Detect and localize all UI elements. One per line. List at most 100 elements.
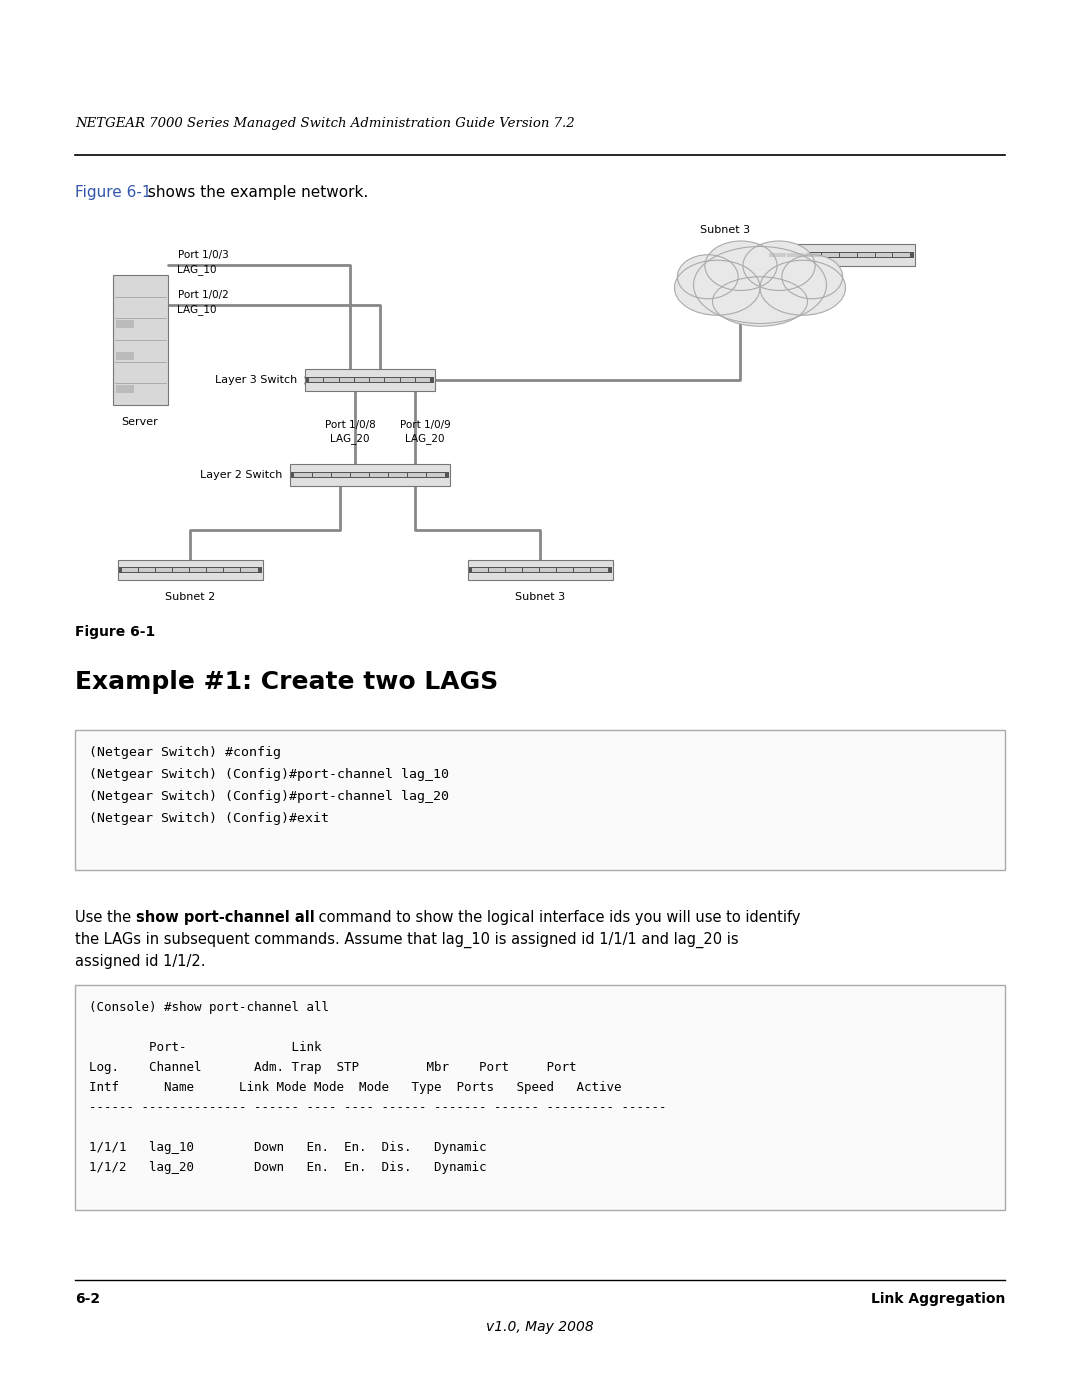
- Bar: [313, 474, 330, 478]
- Text: Figure 6-1: Figure 6-1: [75, 624, 156, 638]
- Text: NETGEAR 7000 Series Managed Switch Administration Guide Version 7.2: NETGEAR 7000 Series Managed Switch Admin…: [75, 117, 575, 130]
- Text: LAG_20: LAG_20: [405, 433, 445, 444]
- Bar: [472, 569, 488, 571]
- Bar: [401, 379, 415, 383]
- Text: Port 1/0/8: Port 1/0/8: [325, 420, 376, 430]
- Text: LAG_20: LAG_20: [330, 433, 369, 444]
- Text: command to show the logical interface ids you will use to identify: command to show the logical interface id…: [314, 909, 801, 925]
- Bar: [786, 253, 804, 257]
- Ellipse shape: [782, 254, 842, 299]
- Ellipse shape: [743, 242, 815, 291]
- Ellipse shape: [760, 260, 846, 316]
- Text: the LAGs in subsequent commands. Assume that lag_10 is assigned id 1/1/1 and lag: the LAGs in subsequent commands. Assume …: [75, 932, 739, 949]
- FancyBboxPatch shape: [118, 560, 262, 580]
- Ellipse shape: [705, 242, 778, 291]
- Bar: [370, 379, 384, 383]
- FancyBboxPatch shape: [468, 560, 612, 580]
- FancyBboxPatch shape: [766, 251, 914, 258]
- Bar: [207, 569, 224, 571]
- Bar: [75, 731, 1005, 870]
- Text: Subnet 3: Subnet 3: [515, 592, 565, 602]
- Bar: [505, 569, 522, 571]
- Bar: [805, 253, 821, 257]
- Text: Port-              Link: Port- Link: [89, 1041, 322, 1053]
- Text: (Console) #show port-channel all: (Console) #show port-channel all: [89, 1002, 329, 1014]
- Text: Subnet 2: Subnet 2: [165, 592, 215, 602]
- Bar: [523, 569, 539, 571]
- Text: 6-2: 6-2: [75, 1292, 100, 1306]
- FancyBboxPatch shape: [119, 567, 261, 573]
- Bar: [351, 474, 369, 478]
- Bar: [488, 569, 504, 571]
- Text: Link Aggregation: Link Aggregation: [870, 1292, 1005, 1306]
- Bar: [173, 569, 189, 571]
- Text: ------ -------------- ------ ---- ---- ------ ------- ------ --------- ------: ------ -------------- ------ ---- ---- -…: [89, 1101, 666, 1113]
- Bar: [190, 569, 206, 571]
- Text: Layer 3 Switch: Layer 3 Switch: [215, 374, 297, 386]
- Bar: [557, 569, 573, 571]
- Text: 1/1/1   lag_10        Down   En.  En.  Dis.   Dynamic: 1/1/1 lag_10 Down En. En. Dis. Dynamic: [89, 1141, 486, 1154]
- Text: Port 1/0/3: Port 1/0/3: [177, 250, 228, 260]
- Bar: [893, 253, 910, 257]
- Bar: [121, 569, 137, 571]
- Bar: [427, 474, 445, 478]
- Bar: [138, 569, 154, 571]
- Bar: [769, 253, 786, 257]
- Text: Port 1/0/2: Port 1/0/2: [177, 291, 228, 300]
- Ellipse shape: [693, 246, 826, 324]
- Text: (Netgear Switch) (Config)#port-channel lag_20: (Netgear Switch) (Config)#port-channel l…: [89, 789, 449, 803]
- Text: shows the example network.: shows the example network.: [143, 184, 368, 200]
- FancyBboxPatch shape: [469, 567, 611, 573]
- Bar: [840, 253, 856, 257]
- Bar: [112, 275, 167, 405]
- Text: 1/1/2   lag_20        Down   En.  En.  Dis.   Dynamic: 1/1/2 lag_20 Down En. En. Dis. Dynamic: [89, 1161, 486, 1173]
- Bar: [822, 253, 839, 257]
- Text: LAG_10: LAG_10: [177, 264, 217, 275]
- Bar: [241, 569, 257, 571]
- Text: Server: Server: [122, 416, 159, 427]
- Ellipse shape: [677, 254, 738, 299]
- Bar: [116, 352, 134, 360]
- Text: (Netgear Switch) #config: (Netgear Switch) #config: [89, 746, 281, 759]
- Text: Figure 6-1: Figure 6-1: [75, 184, 151, 200]
- Text: Use the: Use the: [75, 909, 136, 925]
- FancyBboxPatch shape: [305, 369, 435, 391]
- Bar: [386, 379, 400, 383]
- Bar: [339, 379, 354, 383]
- Bar: [225, 569, 241, 571]
- Bar: [75, 985, 1005, 1210]
- Text: v1.0, May 2008: v1.0, May 2008: [486, 1320, 594, 1334]
- FancyBboxPatch shape: [306, 377, 434, 383]
- Bar: [354, 379, 369, 383]
- Text: Example #1: Create two LAGS: Example #1: Create two LAGS: [75, 671, 498, 694]
- Bar: [876, 253, 892, 257]
- Text: Subnet 3: Subnet 3: [700, 225, 751, 235]
- Text: LAG_10: LAG_10: [177, 305, 217, 316]
- Bar: [540, 569, 556, 571]
- Bar: [416, 379, 430, 383]
- Text: (Netgear Switch) (Config)#port-channel lag_10: (Netgear Switch) (Config)#port-channel l…: [89, 768, 449, 781]
- Bar: [116, 384, 134, 393]
- Bar: [309, 379, 323, 383]
- Bar: [389, 474, 407, 478]
- Ellipse shape: [713, 277, 808, 327]
- Bar: [858, 253, 875, 257]
- Bar: [370, 474, 388, 478]
- Text: assigned id 1/1/2.: assigned id 1/1/2.: [75, 954, 205, 970]
- Bar: [294, 474, 312, 478]
- FancyBboxPatch shape: [291, 464, 450, 486]
- Text: Intf      Name      Link Mode Mode  Mode   Type  Ports   Speed   Active: Intf Name Link Mode Mode Mode Type Ports…: [89, 1081, 621, 1094]
- Bar: [156, 569, 172, 571]
- Bar: [324, 379, 338, 383]
- Text: (Netgear Switch) (Config)#exit: (Netgear Switch) (Config)#exit: [89, 812, 329, 826]
- FancyBboxPatch shape: [765, 244, 915, 265]
- Text: show port-channel all: show port-channel all: [136, 909, 314, 925]
- Ellipse shape: [675, 260, 760, 316]
- Bar: [332, 474, 350, 478]
- Text: Port 1/0/9: Port 1/0/9: [400, 420, 450, 430]
- Text: Layer 2 Switch: Layer 2 Switch: [200, 469, 282, 481]
- Bar: [408, 474, 426, 478]
- Text: Log.    Channel       Adm. Trap  STP         Mbr    Port     Port: Log. Channel Adm. Trap STP Mbr Port Port: [89, 1060, 577, 1074]
- Bar: [116, 320, 134, 328]
- Bar: [592, 569, 607, 571]
